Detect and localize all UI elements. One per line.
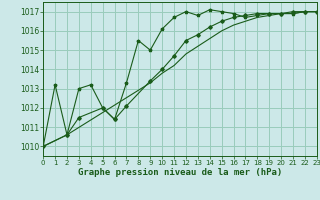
X-axis label: Graphe pression niveau de la mer (hPa): Graphe pression niveau de la mer (hPa) bbox=[78, 168, 282, 177]
